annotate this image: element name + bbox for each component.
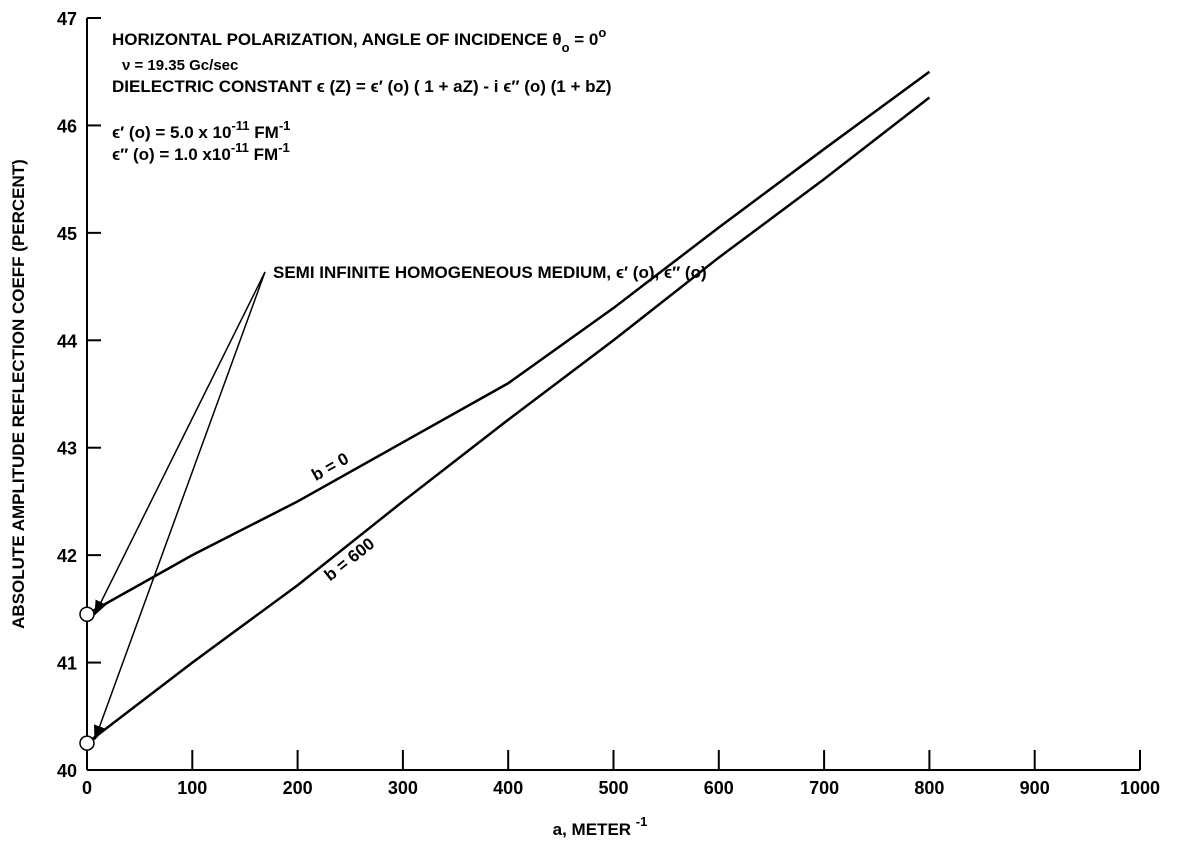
y-tick-label: 41 (57, 654, 77, 674)
x-tick-label: 400 (493, 778, 523, 798)
annotation: HORIZONTAL POLARIZATION, ANGLE OF INCIDE… (112, 25, 606, 55)
y-tick-label: 44 (57, 331, 77, 351)
x-tick-label: 600 (704, 778, 734, 798)
annotation-text: ϵ″ (o) = 1.0 x10 (112, 145, 231, 164)
x-axis-label-text: a, METER (553, 820, 636, 839)
annotation: DIELECTRIC CONSTANT ϵ (Z) = ϵ′ (o) ( 1 +… (112, 77, 612, 96)
annotation-text: FM (249, 145, 278, 164)
annotation-text: FM (250, 123, 279, 142)
annotation-sup: -1 (279, 118, 291, 133)
y-tick-label: 40 (57, 761, 77, 781)
x-axis-label: a, METER -1 (553, 814, 648, 839)
x-tick-label: 900 (1020, 778, 1050, 798)
x-tick-label: 300 (388, 778, 418, 798)
annotation-text: ϵ′ (o) = 5.0 x 10 (112, 123, 231, 142)
x-tick-label: 500 (598, 778, 628, 798)
line (86, 70, 931, 616)
annotation-sup: o (598, 25, 606, 40)
y-axis-label: ABSOLUTE AMPLITUDE REFLECTION COEFF (PER… (9, 159, 28, 629)
y-tick-label: 45 (57, 224, 77, 244)
x-tick-label: 700 (809, 778, 839, 798)
x-tick-label: 1000 (1120, 778, 1160, 798)
y-tick-label: 47 (57, 9, 77, 29)
arrow (94, 271, 266, 616)
annotation: SEMI INFINITE HOMOGENEOUS MEDIUM, ϵ′ (o)… (273, 263, 707, 282)
annotation: ν = 19.35 Gc/sec (122, 57, 238, 74)
annotation-sub: o (562, 40, 570, 55)
line (86, 96, 931, 745)
annotation-text: = 0 (570, 30, 599, 49)
annotation-text: HORIZONTAL POLARIZATION, ANGLE OF INCIDE… (112, 30, 562, 49)
series-label: b = 0 (308, 449, 351, 485)
y-tick-label: 43 (57, 439, 77, 459)
annotation: ϵ″ (o) = 1.0 x10-11 FM-1 (112, 140, 290, 164)
y-tick-label: 46 (57, 116, 77, 136)
x-tick-label: 200 (283, 778, 313, 798)
annotation-sup: -11 (231, 118, 249, 133)
annotation-sup: -1 (278, 140, 290, 155)
annotation: ϵ′ (o) = 5.0 x 10-11 FM-1 (112, 118, 290, 142)
y-tick-label: 42 (57, 546, 77, 566)
start-point (79, 735, 95, 751)
start-point (79, 606, 95, 622)
x-tick-label: 100 (177, 778, 207, 798)
x-tick-label: 800 (914, 778, 944, 798)
x-axis-label-sup: -1 (636, 814, 648, 829)
annotation-sup: -11 (231, 140, 249, 155)
arrow (93, 271, 266, 741)
x-tick-label: 0 (82, 778, 92, 798)
